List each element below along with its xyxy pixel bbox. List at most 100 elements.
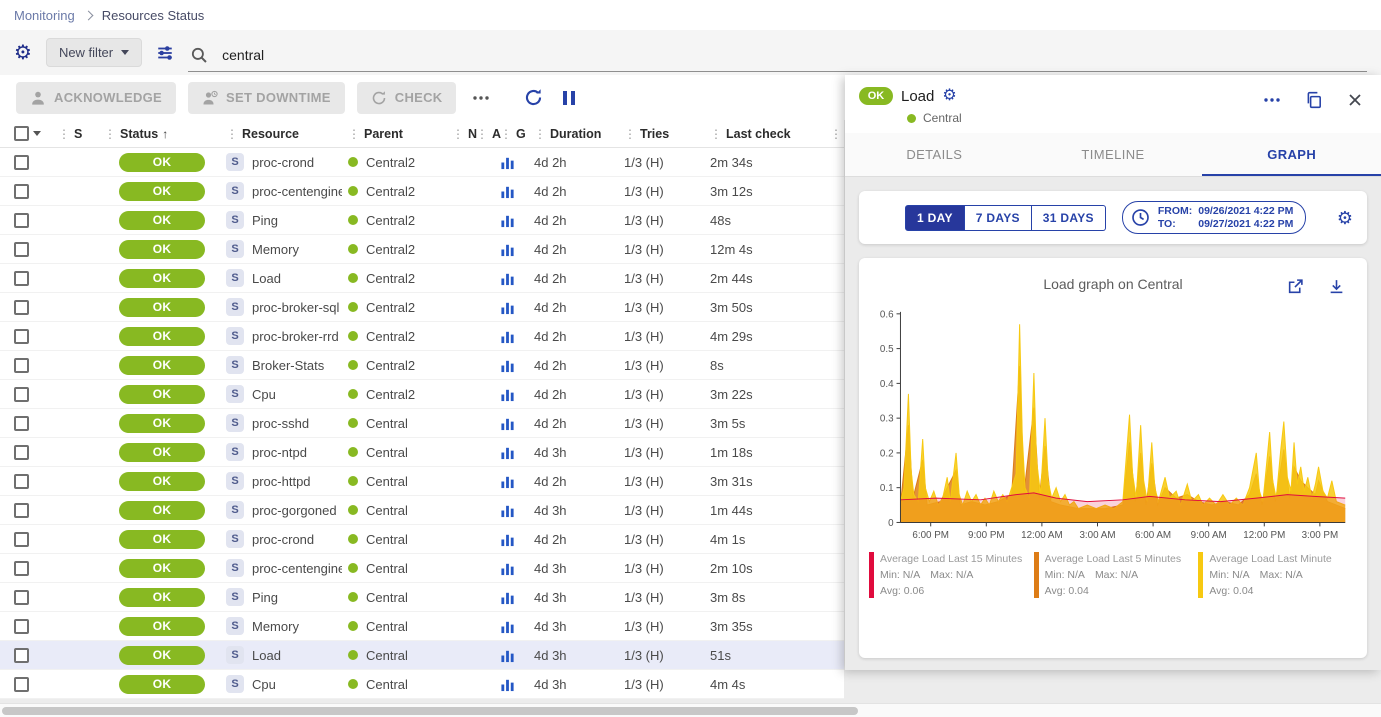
graph-icon[interactable]: [500, 155, 515, 170]
host-name[interactable]: Central: [923, 111, 962, 125]
header-checkbox[interactable]: [14, 126, 29, 141]
period-7-days-button[interactable]: 7 DAYS: [964, 204, 1032, 231]
tab-graph[interactable]: GRAPH: [1202, 133, 1381, 176]
column-header-severity[interactable]: ⋮ S: [58, 126, 83, 141]
breadcrumb-monitoring[interactable]: Monitoring: [14, 7, 75, 23]
graph-icon[interactable]: [500, 677, 515, 692]
column-header-next[interactable]: ⋮: [824, 127, 844, 141]
copy-link-button[interactable]: [1301, 87, 1327, 113]
table-row[interactable]: OK S Cpu Central 4d 3h 1/3 (H) 4m 4s: [0, 670, 844, 699]
table-row[interactable]: OK S Load Central2 4d 2h 1/3 (H) 2m 44s: [0, 264, 844, 293]
row-checkbox[interactable]: [14, 473, 29, 489]
drag-handle-icon[interactable]: ⋮: [830, 126, 842, 141]
graph-icon[interactable]: [500, 387, 515, 402]
graph-icon[interactable]: [500, 184, 515, 199]
resource-name[interactable]: proc-httpd: [252, 473, 311, 489]
tab-timeline[interactable]: TIMELINE: [1081, 147, 1145, 162]
search-input[interactable]: central: [188, 42, 1367, 72]
legend-item[interactable]: Average Load Last 15 Minutes Min: N/A Max…: [869, 552, 1028, 599]
row-checkbox[interactable]: [14, 183, 29, 199]
table-row[interactable]: OK S Load Central 4d 3h 1/3 (H) 51s: [0, 641, 844, 670]
legend-item[interactable]: Average Load Last 5 Minutes Min: N/A Max:…: [1033, 552, 1193, 599]
column-header-duration[interactable]: ⋮ Duration: [534, 126, 602, 141]
parent-name[interactable]: Central: [366, 473, 408, 489]
drag-handle-icon[interactable]: ⋮: [534, 126, 546, 141]
parent-name[interactable]: Central: [366, 589, 408, 605]
new-filter-dropdown[interactable]: New filter: [45, 38, 143, 67]
open-in-new-button[interactable]: [1283, 274, 1308, 299]
parent-name[interactable]: Central2: [366, 299, 416, 315]
column-header-parent[interactable]: ⋮ Parent: [348, 126, 403, 141]
column-header-n[interactable]: ⋮ N: [452, 126, 478, 141]
row-checkbox[interactable]: [14, 357, 29, 373]
resource-name[interactable]: Load: [252, 647, 281, 663]
parent-name[interactable]: Central2: [366, 328, 416, 344]
table-row[interactable]: OK S Ping Central2 4d 2h 1/3 (H) 48s: [0, 206, 844, 235]
drag-handle-icon[interactable]: ⋮: [452, 126, 464, 141]
load-graph-chart[interactable]: 0 0.1 0.2 0.3 0.4 0.5 0.6 6:00 PM 9:00 PM 12:00 A…: [867, 304, 1359, 548]
resource-name[interactable]: proc-broker-rrd: [252, 328, 339, 344]
graph-icon[interactable]: [500, 300, 515, 315]
drag-handle-icon[interactable]: ⋮: [624, 126, 636, 141]
column-header-a[interactable]: ⋮ A: [476, 126, 502, 141]
column-header-status[interactable]: ⋮ Status ↑: [104, 126, 169, 141]
column-header-resource[interactable]: ⋮ Resource: [226, 126, 299, 141]
resource-name[interactable]: Cpu: [252, 676, 276, 692]
drag-handle-icon[interactable]: ⋮: [710, 126, 722, 141]
horizontal-scrollbar[interactable]: [0, 703, 1381, 717]
select-all-checkbox[interactable]: [0, 126, 52, 141]
resource-name[interactable]: proc-centengine: [252, 560, 342, 576]
resource-name[interactable]: proc-broker-sql: [252, 299, 340, 315]
download-button[interactable]: [1324, 274, 1349, 299]
panel-more-button[interactable]: [1259, 93, 1285, 107]
graph-icon[interactable]: [500, 619, 515, 634]
row-checkbox[interactable]: [14, 676, 29, 692]
parent-name[interactable]: Central: [366, 415, 408, 431]
tab-details[interactable]: DETAILS: [906, 147, 963, 162]
parent-name[interactable]: Central2: [366, 154, 416, 170]
table-row[interactable]: OK S Memory Central 4d 3h 1/3 (H) 3m 35s: [0, 612, 844, 641]
settings-gear-icon[interactable]: ⚙: [14, 41, 32, 64]
table-row[interactable]: OK S Broker-Stats Central2 4d 2h 1/3 (H) …: [0, 351, 844, 380]
drag-handle-icon[interactable]: ⋮: [500, 126, 512, 141]
resource-name[interactable]: proc-crond: [252, 154, 315, 170]
graph-icon[interactable]: [500, 503, 515, 518]
resource-name[interactable]: proc-ntpd: [252, 444, 307, 460]
resource-name[interactable]: Ping: [252, 589, 279, 605]
graph-icon[interactable]: [500, 271, 515, 286]
row-checkbox[interactable]: [14, 415, 29, 431]
resource-name[interactable]: proc-centengine: [252, 183, 342, 199]
resource-name[interactable]: proc-crond: [252, 531, 315, 547]
pause-autorefresh-button[interactable]: [559, 87, 579, 109]
parent-name[interactable]: Central: [366, 502, 408, 518]
parent-name[interactable]: Central: [366, 444, 408, 460]
row-checkbox[interactable]: [14, 560, 29, 576]
row-checkbox[interactable]: [14, 618, 29, 634]
graph-icon[interactable]: [500, 242, 515, 257]
resource-name[interactable]: proc-sshd: [252, 415, 310, 431]
select-menu-caret-icon[interactable]: [33, 131, 41, 136]
graph-icon[interactable]: [500, 590, 515, 605]
graph-icon[interactable]: [500, 358, 515, 373]
row-checkbox[interactable]: [14, 444, 29, 460]
row-checkbox[interactable]: [14, 212, 29, 228]
table-row[interactable]: OK S Cpu Central2 4d 2h 1/3 (H) 3m 22s: [0, 380, 844, 409]
filter-tune-icon[interactable]: [156, 44, 174, 62]
parent-name[interactable]: Central: [366, 560, 408, 576]
graph-icon[interactable]: [500, 474, 515, 489]
parent-name[interactable]: Central2: [366, 212, 416, 228]
row-checkbox[interactable]: [14, 647, 29, 663]
graph-settings-gear-icon[interactable]: ⚙: [1336, 207, 1353, 228]
row-checkbox[interactable]: [14, 154, 29, 170]
more-actions-button[interactable]: [468, 91, 494, 105]
period-31-days-button[interactable]: 31 DAYS: [1031, 204, 1106, 231]
graph-icon[interactable]: [500, 532, 515, 547]
set-downtime-button[interactable]: SET DOWNTIME: [188, 81, 345, 114]
